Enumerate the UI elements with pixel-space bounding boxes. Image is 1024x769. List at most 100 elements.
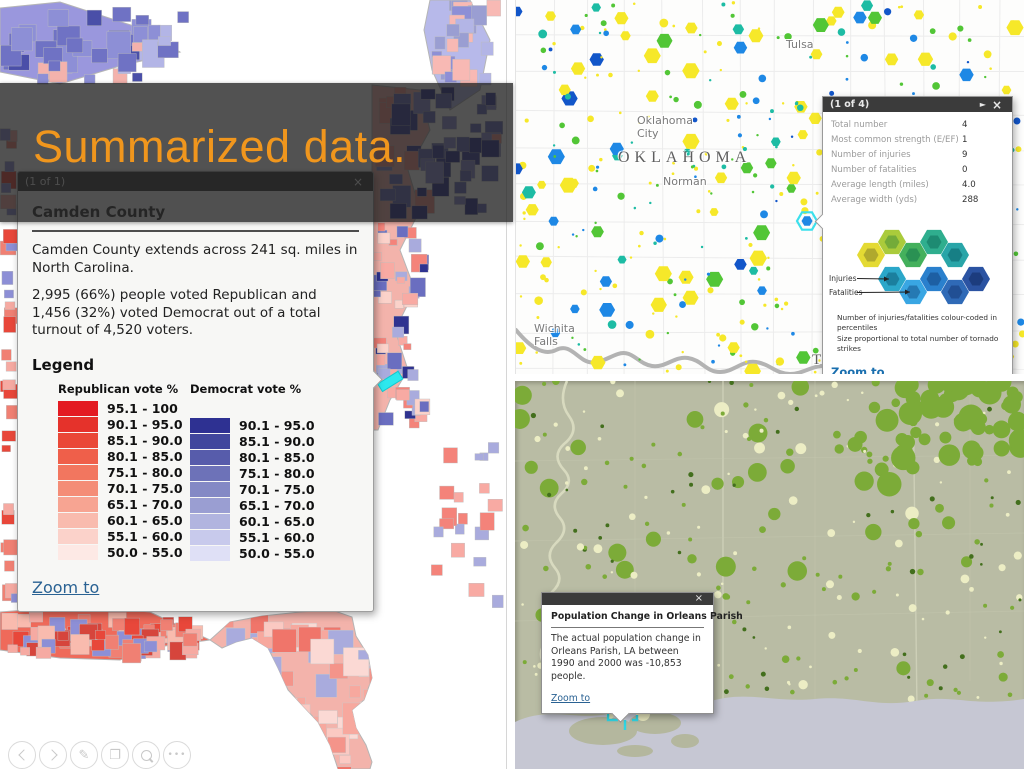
legend-range-label: 65.1 - 70.0: [107, 497, 183, 513]
close-icon[interactable]: ×: [991, 97, 1002, 112]
tornado-zoom-to-link[interactable]: Zoom to: [831, 365, 885, 374]
orleans-popup-text: The actual population change in Orleans …: [551, 633, 701, 682]
legend-row: 70.1 - 75.0: [190, 481, 315, 498]
legend-swatch: [58, 400, 98, 416]
previous-slide-button[interactable]: [8, 741, 36, 769]
delta-land: [569, 712, 699, 757]
slides-overview-button[interactable]: ❐: [101, 741, 129, 769]
legend-row: 70.1 - 75.0: [58, 480, 190, 497]
search-icon: [140, 749, 152, 761]
population-dots-layer: [515, 381, 1024, 703]
attribute-row: Most common strength (E/EF) 1: [831, 135, 968, 145]
pencil-icon: ✎: [78, 747, 90, 763]
legend-swatch: [190, 481, 230, 497]
slides-icon: ❐: [109, 747, 121, 763]
tornado-summary-popup: (1 of 4) ► × Total number 4 Most common st…: [814, 96, 1013, 374]
orleans-parish-popup: × Population Change in Orleans Parish Th…: [541, 592, 743, 723]
next-feature-icon[interactable]: ►: [979, 99, 986, 109]
hex-legend-caption-2: Size proportional to total number of tor…: [837, 333, 999, 353]
legend-row: 65.1 - 70.0: [58, 496, 190, 513]
presentation-toolbar: ✎ ❐ •••: [8, 741, 191, 769]
tornado-popup-titlebar: (1 of 4) ► ×: [823, 97, 1012, 112]
legend-range-label: 90.1 - 95.0: [239, 418, 315, 434]
camden-zoom-to-link[interactable]: Zoom to: [32, 577, 100, 597]
legend-row: 90.1 - 95.0: [190, 417, 315, 434]
legend-swatch: [58, 432, 98, 448]
republican-legend-header: Republican vote %: [58, 381, 179, 396]
camden-area-text: Camden County extends across 241 sq. mil…: [32, 242, 358, 276]
slide-title: Summarized data.: [33, 121, 407, 172]
legend-swatch: [58, 416, 98, 432]
selected-county-highlight: [377, 370, 404, 393]
legend-range-label: 85.1 - 90.0: [239, 434, 315, 450]
ellipsis-icon: •••: [167, 750, 187, 760]
legend-row: 55.1 - 60.0: [58, 528, 190, 545]
legend-row: 80.1 - 85.0: [190, 449, 315, 466]
edit-button[interactable]: ✎: [70, 741, 98, 769]
city-label-oklahoma-city: Oklahoma City: [637, 114, 693, 140]
legend-row: 75.1 - 80.0: [190, 465, 315, 482]
democrat-legend-header: Democrat vote %: [190, 381, 302, 396]
legend-range-label: 65.1 - 70.0: [239, 498, 315, 514]
camden-vote-text: 2,995 (66%) people voted Republican and …: [32, 287, 321, 339]
tornado-attribute-list: Total number 4 Most common strength (E/EF)…: [823, 112, 1012, 212]
attribute-row: Average length (miles) 4.0: [831, 180, 976, 190]
legend-row: 60.1 - 65.0: [190, 513, 315, 530]
legend-row: 60.1 - 65.0: [58, 512, 190, 529]
chevron-left-icon: [17, 749, 30, 761]
hex-legend-caption-1: Number of injuries/fatalities colour-cod…: [837, 313, 997, 332]
tornado-popup-page-indicator: (1 of 4): [830, 99, 870, 110]
population-map-canvas[interactable]: [515, 381, 1024, 769]
legend-swatch: [190, 417, 230, 433]
legend-title: Legend: [32, 355, 95, 374]
legend-swatch: [58, 512, 98, 528]
legend-range-label: 75.1 - 80.0: [239, 466, 315, 482]
close-icon[interactable]: ×: [694, 593, 703, 604]
camden-county-popup: (1 of 1) × Camden County Camden County e…: [17, 171, 383, 612]
attribute-row: Average width (yds) 288: [831, 195, 979, 205]
legend-range-label: 85.1 - 90.0: [107, 433, 183, 449]
svg-text:Fatalities: Fatalities: [829, 288, 863, 297]
legend-range-label: 50.0 - 55.0: [107, 545, 183, 561]
legend-swatch: [58, 448, 98, 464]
legend-range-label: 95.1 - 100: [107, 401, 178, 417]
attribute-row: Number of injuries 9: [831, 150, 968, 160]
orleans-popup-titlebar: ×: [542, 593, 713, 605]
legend-swatch: [190, 465, 230, 481]
city-label-tulsa: Tulsa: [786, 38, 814, 51]
legend-swatch: [190, 513, 230, 529]
attribute-row: Number of fatalities 0: [831, 165, 968, 175]
vote-legend: Republican vote % 95.1 - 100 90.1 - 95.0 8…: [58, 382, 359, 562]
legend-range-label: 60.1 - 65.0: [107, 513, 183, 529]
legend-row: 95.1 - 100: [58, 400, 190, 417]
orleans-popup-title: Population Change in Orleans Parish: [551, 611, 743, 628]
legend-row: 85.1 - 90.0: [190, 433, 315, 450]
legend-row: 85.1 - 90.0: [58, 432, 190, 449]
legend-range-label: 80.1 - 85.0: [107, 449, 183, 465]
legend-range-label: 70.1 - 75.0: [107, 481, 183, 497]
city-label-norman: Norman: [663, 175, 707, 188]
legend-row: 50.0 - 55.0: [58, 544, 190, 561]
legend-row: 80.1 - 85.0: [58, 448, 190, 465]
legend-range-label: 50.0 - 55.0: [239, 546, 315, 562]
orleans-zoom-to-link[interactable]: Zoom to: [551, 693, 591, 705]
tornado-map-panel[interactable]: Tulsa Oklahoma City OKLAHOMA Norman Wich…: [515, 0, 1024, 374]
more-options-button[interactable]: •••: [163, 741, 191, 769]
next-slide-button[interactable]: [39, 741, 67, 769]
population-map-panel[interactable]: × Population Change in Orleans Parish Th…: [515, 381, 1024, 769]
legend-row: 75.1 - 80.0: [58, 464, 190, 481]
slide-title-overlay: [0, 83, 513, 222]
legend-swatch: [190, 529, 230, 545]
legend-swatch: [190, 497, 230, 513]
hexagon-legend: Injuries Fatalities: [829, 229, 990, 305]
legend-range-label: 70.1 - 75.0: [239, 482, 315, 498]
legend-swatch: [58, 480, 98, 496]
selected-tornado-marker: [795, 211, 819, 231]
legend-swatch: [58, 544, 98, 560]
legend-swatch: [58, 528, 98, 544]
legend-range-label: 80.1 - 85.0: [239, 450, 315, 466]
search-button[interactable]: [132, 741, 160, 769]
legend-swatch: [190, 449, 230, 465]
legend-row: 65.1 - 70.0: [190, 497, 315, 514]
legend-row: 50.0 - 55.0: [190, 545, 315, 562]
